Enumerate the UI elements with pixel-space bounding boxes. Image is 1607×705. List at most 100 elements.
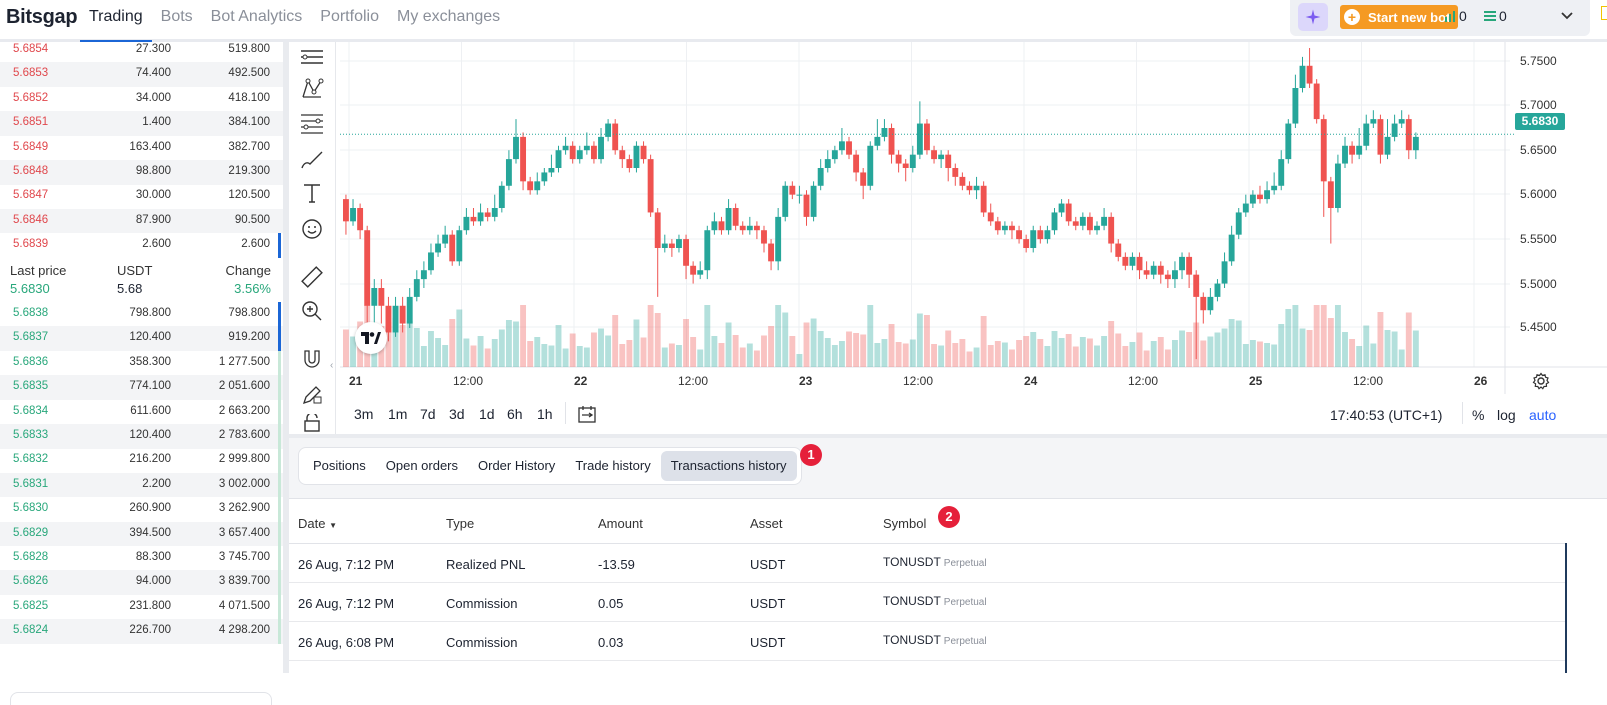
ask-row[interactable]: 5.6852 34.000 418.100 [0,87,283,112]
ask-row[interactable]: 5.6846 87.900 90.500 [0,208,283,234]
table-scroll-edge[interactable] [1565,543,1567,673]
start-new-bot-button[interactable]: + Start new bot [1340,5,1458,29]
bid-depth-marker [278,497,281,522]
tool-text[interactable] [299,180,325,206]
tool-lock[interactable] [299,414,325,432]
bid-row[interactable]: 5.6838 798.800 798.800 [0,302,283,327]
bid-row[interactable]: 5.6829 394.500 3 657.400 [0,521,283,547]
bid-row[interactable]: 5.6828 88.300 3 745.700 [0,546,283,571]
volume-bar [782,312,789,367]
volume-bar [1101,336,1108,367]
bid-row[interactable]: 5.6825 231.800 4 071.500 [0,594,283,620]
log-scale-toggle[interactable]: log [1497,407,1516,423]
header-dropdown-toggle[interactable] [1560,8,1574,27]
tool-zoom[interactable] [299,298,325,324]
tool-magnet[interactable] [299,346,325,372]
bid-row[interactable]: 5.6835 774.100 2 051.600 [0,375,283,400]
tool-lock-draw[interactable] [299,382,325,408]
cell-symbol[interactable]: TONUSDT Perpetual [883,555,987,569]
app-logo[interactable]: Bitsgap [6,6,78,28]
candle [1051,212,1058,231]
ask-row[interactable]: 5.6848 98.800 219.300 [0,160,283,185]
table-row[interactable]: 26 Aug, 7:12 PM Commission 0.05 USDT TONUSDT… [289,583,1567,622]
bid-row[interactable]: 5.6824 226.700 4 298.200 [0,619,283,644]
bid-row[interactable]: 5.6836 358.300 1 277.500 [0,350,283,376]
ask-row[interactable]: 5.6854 27.300 519.800 [0,38,283,63]
column-header-symbol[interactable]: Symbol [883,516,927,531]
volume-bar [1108,321,1115,367]
percent-scale-toggle[interactable]: % [1472,407,1485,423]
order-book-footer-control[interactable] [10,692,272,705]
nav-item-bot-analytics[interactable]: Bot Analytics [210,8,303,25]
bid-row[interactable]: 5.6837 120.400 919.200 [0,326,283,351]
column-header-type[interactable]: Type [446,516,475,531]
tab-positions[interactable]: Positions [313,458,366,473]
chart-panel-divider[interactable] [289,434,1607,438]
tool-pattern[interactable] [299,76,325,102]
orders-counter[interactable]: 0 [1484,8,1507,24]
candle [527,181,534,191]
candle [725,208,732,231]
timeframe-7d[interactable]: 7d [420,406,436,422]
column-header-amount[interactable]: Amount [598,516,643,531]
column-header-date[interactable]: Date ▼ [298,516,337,531]
tool-emoji[interactable] [299,216,325,242]
tool-fib[interactable] [299,110,325,136]
tab-trade-history[interactable]: Trade history [575,458,651,473]
ask-row[interactable]: 5.6847 30.000 120.500 [0,184,283,209]
tradingview-logo[interactable] [355,322,387,354]
auto-scale-toggle[interactable]: auto [1529,407,1557,423]
column-header-asset[interactable]: Asset [750,516,783,531]
notification-edge[interactable] [1601,6,1607,20]
ask-total: 384.100 [228,116,270,129]
cell-symbol[interactable]: TONUSDT Perpetual [883,594,987,608]
ask-row[interactable]: 5.6851 1.400 384.100 [0,111,283,136]
candle [782,185,789,217]
ai-assistant-button[interactable] [1298,3,1328,31]
price-chart[interactable] [340,42,1607,394]
candle [626,159,633,168]
ask-row[interactable]: 5.6853 74.400 492.500 [0,62,283,87]
nav-item-bots[interactable]: Bots [160,8,193,25]
tab-transactions-history[interactable]: Transactions history [660,451,797,481]
ask-row[interactable]: 5.6839 2.600 2.600 [0,233,283,258]
timeframe-1m[interactable]: 1m [388,406,408,422]
bid-depth-marker [278,570,281,595]
tool-brush[interactable] [299,146,325,172]
bid-row[interactable]: 5.6831 2.200 3 002.000 [0,472,283,498]
tab-open-orders[interactable]: Open orders [385,458,459,473]
nav-item-portfolio[interactable]: Portfolio [320,8,379,25]
date-range-button[interactable] [577,404,597,429]
table-row[interactable]: 26 Aug, 7:12 PM Realized PNL -13.59 USDT TON… [289,544,1567,583]
candle [605,123,612,137]
bid-row[interactable]: 5.6832 216.200 2 999.800 [0,448,283,473]
candle [1122,256,1129,266]
cell-symbol[interactable]: TONUSDT Perpetual [883,633,987,647]
bid-row[interactable]: 5.6833 120.400 2 783.600 [0,424,283,449]
candle [435,243,441,253]
tab-order-history[interactable]: Order History [478,458,556,473]
bid-price: 5.6824 [13,624,49,637]
tool-ruler[interactable] [299,264,325,290]
timeframe-1d[interactable]: 1d [479,406,495,422]
timeframe-1h[interactable]: 1h [537,406,553,422]
nav-item-trading[interactable]: Trading [80,0,152,42]
ask-row[interactable]: 5.6849 163.400 382.700 [0,136,283,161]
collapse-toolbar-icon[interactable]: ‹ [330,360,334,371]
table-row[interactable]: 26 Aug, 6:08 PM Commission 0.03 USDT TONUSDT… [289,622,1567,661]
candle [569,145,576,160]
timeframe-3d[interactable]: 3d [449,406,465,422]
bid-row[interactable]: 5.6826 94.000 3 839.700 [0,570,283,595]
nav-item-my-exchanges[interactable]: My exchanges [396,8,501,25]
tool-lines[interactable] [299,44,325,70]
bid-row[interactable]: 5.6830 260.900 3 262.900 [0,497,283,522]
timeframe-6h[interactable]: 6h [507,406,523,422]
chart-settings-button[interactable] [1532,372,1550,395]
chart-clock[interactable]: 17:40:53 (UTC+1) [1330,407,1443,423]
bid-row[interactable]: 5.6834 611.600 2 663.200 [0,399,283,425]
volume-bar [1370,343,1377,367]
timeframe-3m[interactable]: 3m [354,406,374,422]
active-bots-counter[interactable]: 0 [1444,8,1467,24]
panel-divider[interactable] [283,42,289,673]
bid-total: 1 277.500 [218,355,270,368]
